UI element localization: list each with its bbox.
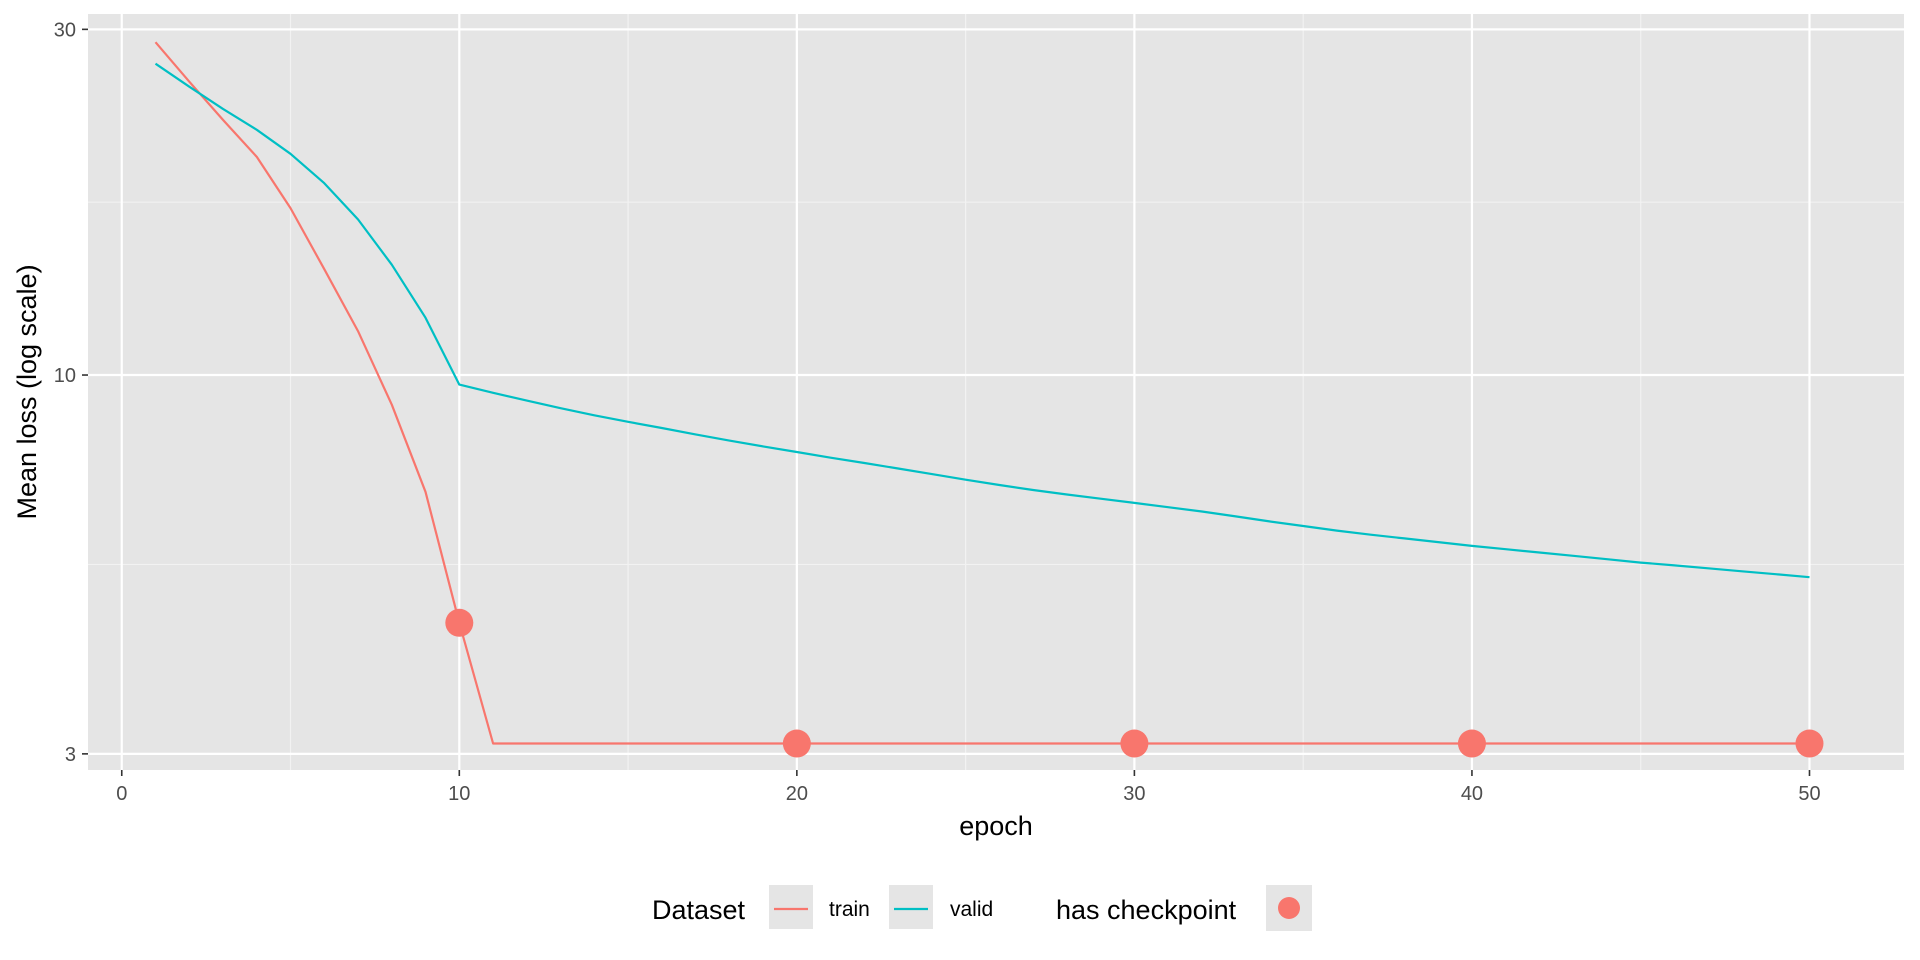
legend-key-valid	[889, 885, 933, 929]
checkpoint-point	[1120, 729, 1149, 758]
x-tick-label: 40	[1461, 783, 1483, 805]
y-tick-label: 10	[54, 365, 76, 387]
checkpoint-points	[445, 608, 1824, 758]
x-tick-label: 10	[448, 783, 470, 805]
x-axis-title: epoch	[959, 811, 1033, 841]
y-tick-label: 30	[54, 19, 76, 41]
series-lines	[154, 41, 1810, 745]
legend-key-train	[769, 885, 813, 929]
checkpoint-point	[1795, 729, 1824, 758]
x-axis: 0 10 20 30 40 50	[116, 770, 1821, 805]
plot-panel	[88, 14, 1904, 770]
checkpoint-point	[782, 729, 811, 758]
legend-dataset-title: Dataset	[652, 895, 746, 925]
legend-label-train: train	[829, 898, 870, 921]
series-line-valid	[154, 62, 1810, 579]
legend: Dataset train valid has checkpoint	[652, 885, 1312, 931]
x-tick-label: 0	[116, 783, 127, 805]
legend-point-checkpoint	[1278, 897, 1300, 919]
series-line-train	[154, 41, 1810, 745]
major-gridlines	[88, 14, 1904, 770]
y-axis-title: Mean loss (log scale)	[12, 264, 42, 519]
x-tick-label: 20	[786, 783, 808, 805]
legend-label-valid: valid	[950, 898, 993, 921]
legend-checkpoint-title: has checkpoint	[1056, 895, 1237, 925]
x-tick-label: 50	[1798, 783, 1820, 805]
y-tick-label: 3	[65, 744, 76, 766]
x-tick-label: 30	[1123, 783, 1145, 805]
y-axis: 3 10 30	[54, 19, 88, 766]
checkpoint-point	[1457, 729, 1486, 758]
minor-gridlines	[88, 14, 1904, 770]
checkpoint-point	[445, 608, 474, 637]
